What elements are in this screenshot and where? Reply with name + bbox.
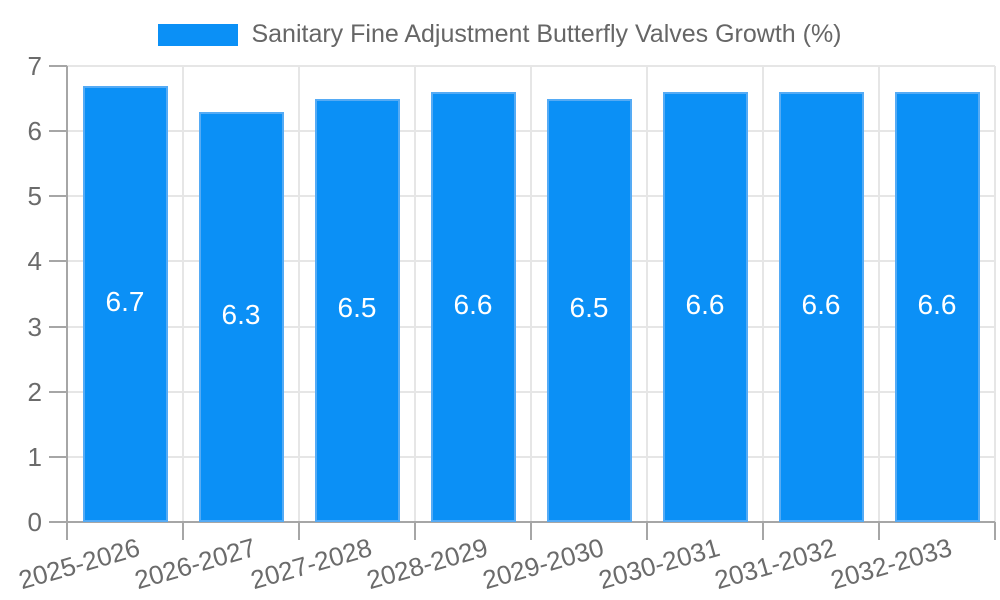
x-axis-label: 2032-2033 <box>826 532 955 596</box>
bar-value-label: 6.5 <box>569 292 609 324</box>
bar[interactable] <box>314 98 400 522</box>
x-tick <box>298 522 300 540</box>
bar[interactable] <box>82 85 168 522</box>
x-tick <box>762 522 764 540</box>
bar-value-label: 6.7 <box>105 285 145 317</box>
bar[interactable] <box>894 92 980 522</box>
bar-value-label: 6.3 <box>221 298 261 330</box>
x-tick <box>66 522 68 540</box>
gridline-x <box>182 66 184 522</box>
legend-label: Sanitary Fine Adjustment Butterfly Valve… <box>251 20 842 48</box>
y-tick <box>49 260 67 263</box>
bar[interactable] <box>198 111 284 522</box>
y-tick <box>49 455 67 458</box>
chart-legend[interactable]: Sanitary Fine Adjustment Butterfly Valve… <box>0 22 1000 47</box>
x-tick <box>994 522 996 540</box>
bar-value-label: 6.6 <box>453 289 493 321</box>
x-axis-label: 2025-2026 <box>14 532 143 596</box>
gridline-x <box>994 66 996 522</box>
x-axis-label: 2030-2031 <box>594 532 723 596</box>
y-tick <box>49 65 67 67</box>
x-tick <box>530 522 532 540</box>
x-axis-label: 2029-2030 <box>478 532 607 596</box>
y-axis-label: 7 <box>27 51 42 81</box>
y-axis-label: 4 <box>27 246 42 277</box>
y-tick <box>49 195 67 198</box>
bar-value-label: 6.6 <box>801 289 841 321</box>
bar-value-label: 6.5 <box>337 292 377 324</box>
plot-area: 0 1 2 3 4 5 6 7 6.7 2025-2026 6.3 2026-2027 6.5 2027-… <box>15 51 996 595</box>
y-axis-label: 5 <box>27 181 42 212</box>
bar[interactable] <box>778 92 864 522</box>
y-axis-label: 2 <box>27 376 42 407</box>
x-axis-label: 2027-2028 <box>246 532 375 596</box>
legend-swatch <box>158 23 239 46</box>
bar-value-label: 6.6 <box>917 289 957 321</box>
x-axis-line <box>49 521 995 523</box>
y-axis-line <box>66 66 68 522</box>
x-axis-label: 2028-2029 <box>362 532 491 596</box>
y-axis-label: 3 <box>27 311 42 342</box>
y-tick <box>49 390 67 393</box>
bar[interactable] <box>430 92 516 522</box>
gridline-x <box>414 66 416 522</box>
gridline-x <box>878 66 880 522</box>
x-tick <box>414 522 416 540</box>
x-axis-label: 2026-2027 <box>130 532 259 596</box>
bar[interactable] <box>546 98 632 522</box>
y-tick <box>49 130 67 133</box>
y-axis-label: 6 <box>27 116 42 147</box>
y-axis-label: 0 <box>27 507 42 537</box>
gridline-x <box>530 66 532 522</box>
x-tick <box>878 522 880 540</box>
gridline-x <box>298 66 300 522</box>
x-axis-label: 2031-2032 <box>710 532 839 596</box>
bar-value-label: 6.6 <box>685 289 725 321</box>
gridline-x <box>762 66 764 522</box>
y-axis-label: 1 <box>27 441 42 472</box>
gridline-x <box>646 66 648 522</box>
bar[interactable] <box>662 92 748 522</box>
y-tick <box>49 325 67 328</box>
x-tick <box>646 522 648 540</box>
x-tick <box>182 522 184 540</box>
